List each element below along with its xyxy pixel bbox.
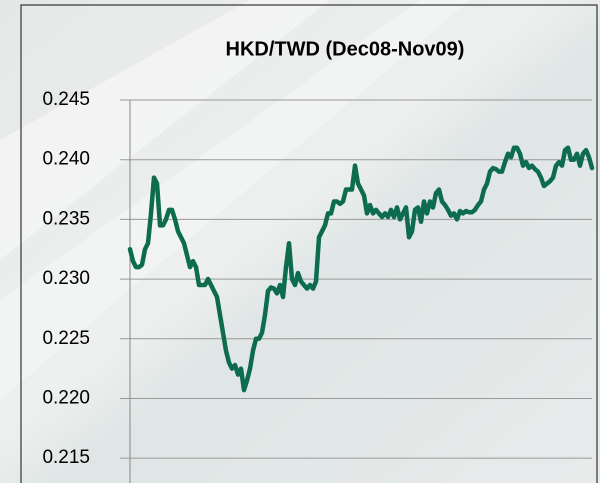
y-tick-label: 0.235 <box>42 208 90 229</box>
y-tick-label: 0.230 <box>42 268 90 289</box>
chart-title: HKD/TWD (Dec08-Nov09) <box>226 38 465 60</box>
chart-border <box>20 4 598 483</box>
background-streak <box>0 0 330 260</box>
y-tick-label: 0.225 <box>42 328 90 349</box>
line-series <box>127 145 595 393</box>
y-tick-label: 0.240 <box>42 149 90 170</box>
y-tick-label: 0.215 <box>42 447 90 468</box>
y-tick-label: 0.220 <box>42 387 90 408</box>
y-tick-label: 0.245 <box>42 89 90 110</box>
